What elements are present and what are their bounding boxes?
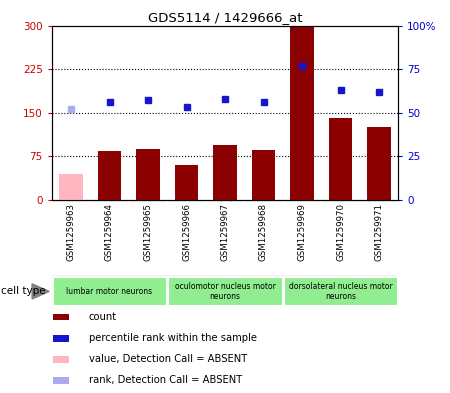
Text: percentile rank within the sample: percentile rank within the sample — [89, 333, 257, 343]
Text: GSM1259966: GSM1259966 — [182, 204, 191, 261]
Text: GSM1259970: GSM1259970 — [336, 204, 345, 261]
Bar — [136, 149, 160, 200]
Text: oculomotor nucleus motor
neurons: oculomotor nucleus motor neurons — [175, 282, 275, 301]
Bar — [54, 314, 69, 320]
Bar — [53, 277, 166, 305]
Bar — [290, 27, 314, 200]
Polygon shape — [32, 284, 49, 299]
Bar — [329, 118, 352, 200]
Text: rank, Detection Call = ABSENT: rank, Detection Call = ABSENT — [89, 375, 242, 386]
Text: count: count — [89, 312, 117, 322]
Bar — [284, 277, 397, 305]
Text: GSM1259967: GSM1259967 — [220, 204, 230, 261]
Bar — [213, 145, 237, 200]
Text: cell type: cell type — [1, 286, 46, 296]
Text: GSM1259969: GSM1259969 — [297, 204, 306, 261]
Text: GSM1259964: GSM1259964 — [105, 204, 114, 261]
Text: dorsolateral nucleus motor
neurons: dorsolateral nucleus motor neurons — [288, 282, 392, 301]
Bar — [98, 151, 121, 200]
Bar — [252, 150, 275, 200]
Bar — [54, 356, 69, 363]
Text: lumbar motor neurons: lumbar motor neurons — [67, 287, 153, 296]
Text: GSM1259963: GSM1259963 — [67, 204, 76, 261]
Bar — [168, 277, 282, 305]
Bar — [54, 335, 69, 342]
Title: GDS5114 / 1429666_at: GDS5114 / 1429666_at — [148, 11, 302, 24]
Bar — [59, 174, 82, 200]
Text: value, Detection Call = ABSENT: value, Detection Call = ABSENT — [89, 354, 247, 364]
Text: GSM1259968: GSM1259968 — [259, 204, 268, 261]
Bar — [175, 165, 198, 200]
Bar — [54, 377, 69, 384]
Text: GSM1259971: GSM1259971 — [374, 204, 383, 261]
Bar — [368, 127, 391, 200]
Text: GSM1259965: GSM1259965 — [144, 204, 153, 261]
